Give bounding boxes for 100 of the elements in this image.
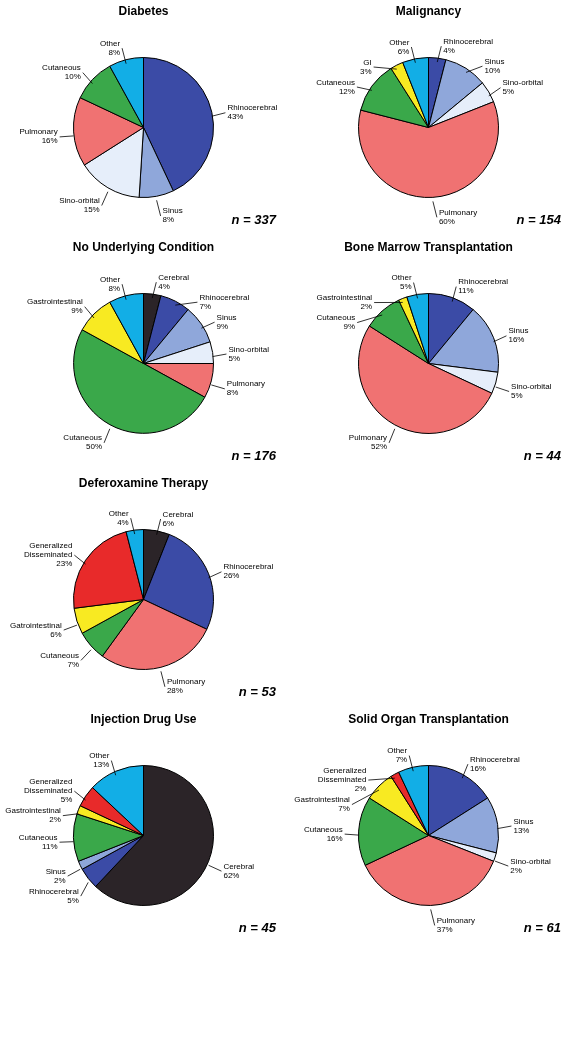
data-label: 50% bbox=[86, 442, 103, 452]
data-label: 10% bbox=[484, 65, 501, 75]
slice-label: Other bbox=[108, 508, 130, 518]
text: n = 53 bbox=[238, 684, 277, 699]
slice-label: Cutaneous bbox=[303, 824, 343, 834]
slice-label: GI bbox=[363, 57, 372, 67]
data-label: 2% bbox=[49, 815, 61, 825]
data-label: 8% bbox=[108, 283, 121, 293]
data-label: 6% bbox=[397, 46, 410, 56]
slice-label: Other bbox=[387, 746, 408, 756]
slice-label: Sinus bbox=[45, 866, 66, 876]
data-label: 8% bbox=[162, 215, 175, 225]
data-label: 11% bbox=[458, 286, 474, 296]
slice-label: Other bbox=[391, 273, 412, 283]
slice-label: Sinus bbox=[162, 206, 183, 216]
slice-label: Cerebral bbox=[162, 509, 194, 519]
data-label: 11% bbox=[42, 841, 58, 851]
data-label: 43% bbox=[227, 112, 244, 122]
data-label: 13% bbox=[93, 760, 110, 770]
slice-label: Rhinocerebral bbox=[28, 886, 79, 896]
data-label: 5% bbox=[228, 353, 240, 363]
data-label: 10% bbox=[64, 72, 81, 82]
slice-label: Sinus bbox=[513, 816, 534, 826]
data-label: 60% bbox=[438, 216, 455, 226]
slice-label: Gastrointestinal bbox=[316, 293, 373, 303]
slice-label: Other bbox=[100, 274, 121, 284]
data-label: 5% bbox=[67, 895, 79, 905]
chart-title: No Underlying Condition bbox=[72, 240, 215, 254]
data-label: 16% bbox=[41, 136, 58, 146]
text: n = 45 bbox=[238, 920, 277, 935]
data-label: 13% bbox=[513, 825, 530, 835]
slice-label: Rhinocerebral bbox=[443, 36, 494, 46]
data-label: 4% bbox=[158, 281, 170, 291]
data-label: 5% bbox=[511, 390, 523, 400]
data-label: 2% bbox=[360, 302, 373, 312]
data-label: 4% bbox=[443, 45, 455, 55]
slice-label: Gatrointestinal bbox=[10, 620, 62, 630]
data-label: 37% bbox=[436, 924, 453, 934]
slice-label: Pulmonary bbox=[436, 915, 475, 925]
data-label: 7% bbox=[395, 755, 408, 765]
data-label: 6% bbox=[50, 629, 62, 639]
slice-label: Cerebral bbox=[223, 861, 255, 871]
data-label: 6% bbox=[162, 518, 175, 528]
data-label: 5% bbox=[502, 87, 515, 97]
slice-label: Pulmonary bbox=[348, 433, 388, 443]
data-label: 2% bbox=[54, 875, 66, 885]
data-label: 28% bbox=[166, 686, 183, 696]
data-label: 2% bbox=[510, 865, 522, 875]
data-label: 7% bbox=[338, 804, 350, 814]
data-label: 52% bbox=[371, 442, 388, 452]
slice-label: Generalized Disseminated bbox=[23, 541, 73, 560]
slice-label: Sinus bbox=[508, 326, 529, 336]
slice-label: Cutaneous bbox=[63, 433, 103, 443]
data-label: 16% bbox=[326, 833, 343, 843]
data-label: 8% bbox=[226, 388, 239, 398]
data-label: 15% bbox=[83, 205, 100, 215]
slice-label: Rhinocerebral bbox=[223, 562, 274, 572]
data-label: 12% bbox=[338, 86, 355, 96]
slice-label: Sino-orbital bbox=[59, 196, 100, 206]
data-label: 16% bbox=[508, 335, 525, 345]
slice-label: Cutaneous bbox=[316, 77, 355, 87]
slice-label: Other bbox=[389, 37, 410, 47]
data-label: 9% bbox=[71, 306, 83, 316]
slice-label: Sinus bbox=[484, 56, 505, 66]
data-label: 2% bbox=[354, 784, 367, 794]
data-label: 9% bbox=[343, 322, 356, 332]
data-label: 9% bbox=[216, 321, 229, 331]
slice-label: Gastrointestinal bbox=[294, 795, 351, 805]
data-label: 62% bbox=[223, 870, 240, 880]
slice-label: Rhinocerebral bbox=[227, 103, 278, 113]
slice-label: Cutaneous bbox=[18, 832, 58, 842]
chart-title: Bone Marrow Transplantation bbox=[344, 240, 513, 254]
slice-label: Cutaneous bbox=[40, 650, 79, 660]
slice-label: Sino-orbital bbox=[228, 344, 270, 354]
slice-label: Rhinocerebral bbox=[199, 292, 250, 302]
slice-label: Rhinocerebral bbox=[469, 754, 520, 764]
data-label: 3% bbox=[360, 66, 372, 76]
slice-label: Sino-orbital bbox=[510, 856, 551, 866]
slice-label: Other bbox=[89, 751, 110, 761]
slice-label: Cutaneous bbox=[42, 63, 81, 73]
data-label: 8% bbox=[108, 47, 121, 57]
slice-label: Pulmonary bbox=[438, 207, 478, 217]
data-label: 16% bbox=[469, 763, 486, 773]
chart-title: Malignancy bbox=[395, 4, 462, 18]
data-label: 5% bbox=[60, 795, 73, 805]
data-label: 26% bbox=[223, 571, 240, 581]
chart-title: Diabetes bbox=[118, 4, 169, 18]
text: n = 176 bbox=[231, 448, 277, 463]
data-label: 5% bbox=[399, 282, 412, 292]
text: n = 337 bbox=[231, 212, 277, 227]
text: n = 154 bbox=[516, 212, 562, 227]
slice-label: Gastrointestinal bbox=[5, 806, 62, 816]
slice-label: Cutaneous bbox=[316, 313, 356, 323]
slice-label: Gastrointestinal bbox=[27, 297, 83, 307]
slice-label: Pulmonary bbox=[226, 379, 266, 389]
slice-label: Rhinocerebral bbox=[458, 277, 509, 287]
text: n = 61 bbox=[523, 920, 561, 935]
data-label: 7% bbox=[199, 301, 211, 311]
slice-label: Generalized Disseminated bbox=[23, 777, 73, 796]
slice-label: Generalized Disseminated bbox=[317, 766, 367, 785]
